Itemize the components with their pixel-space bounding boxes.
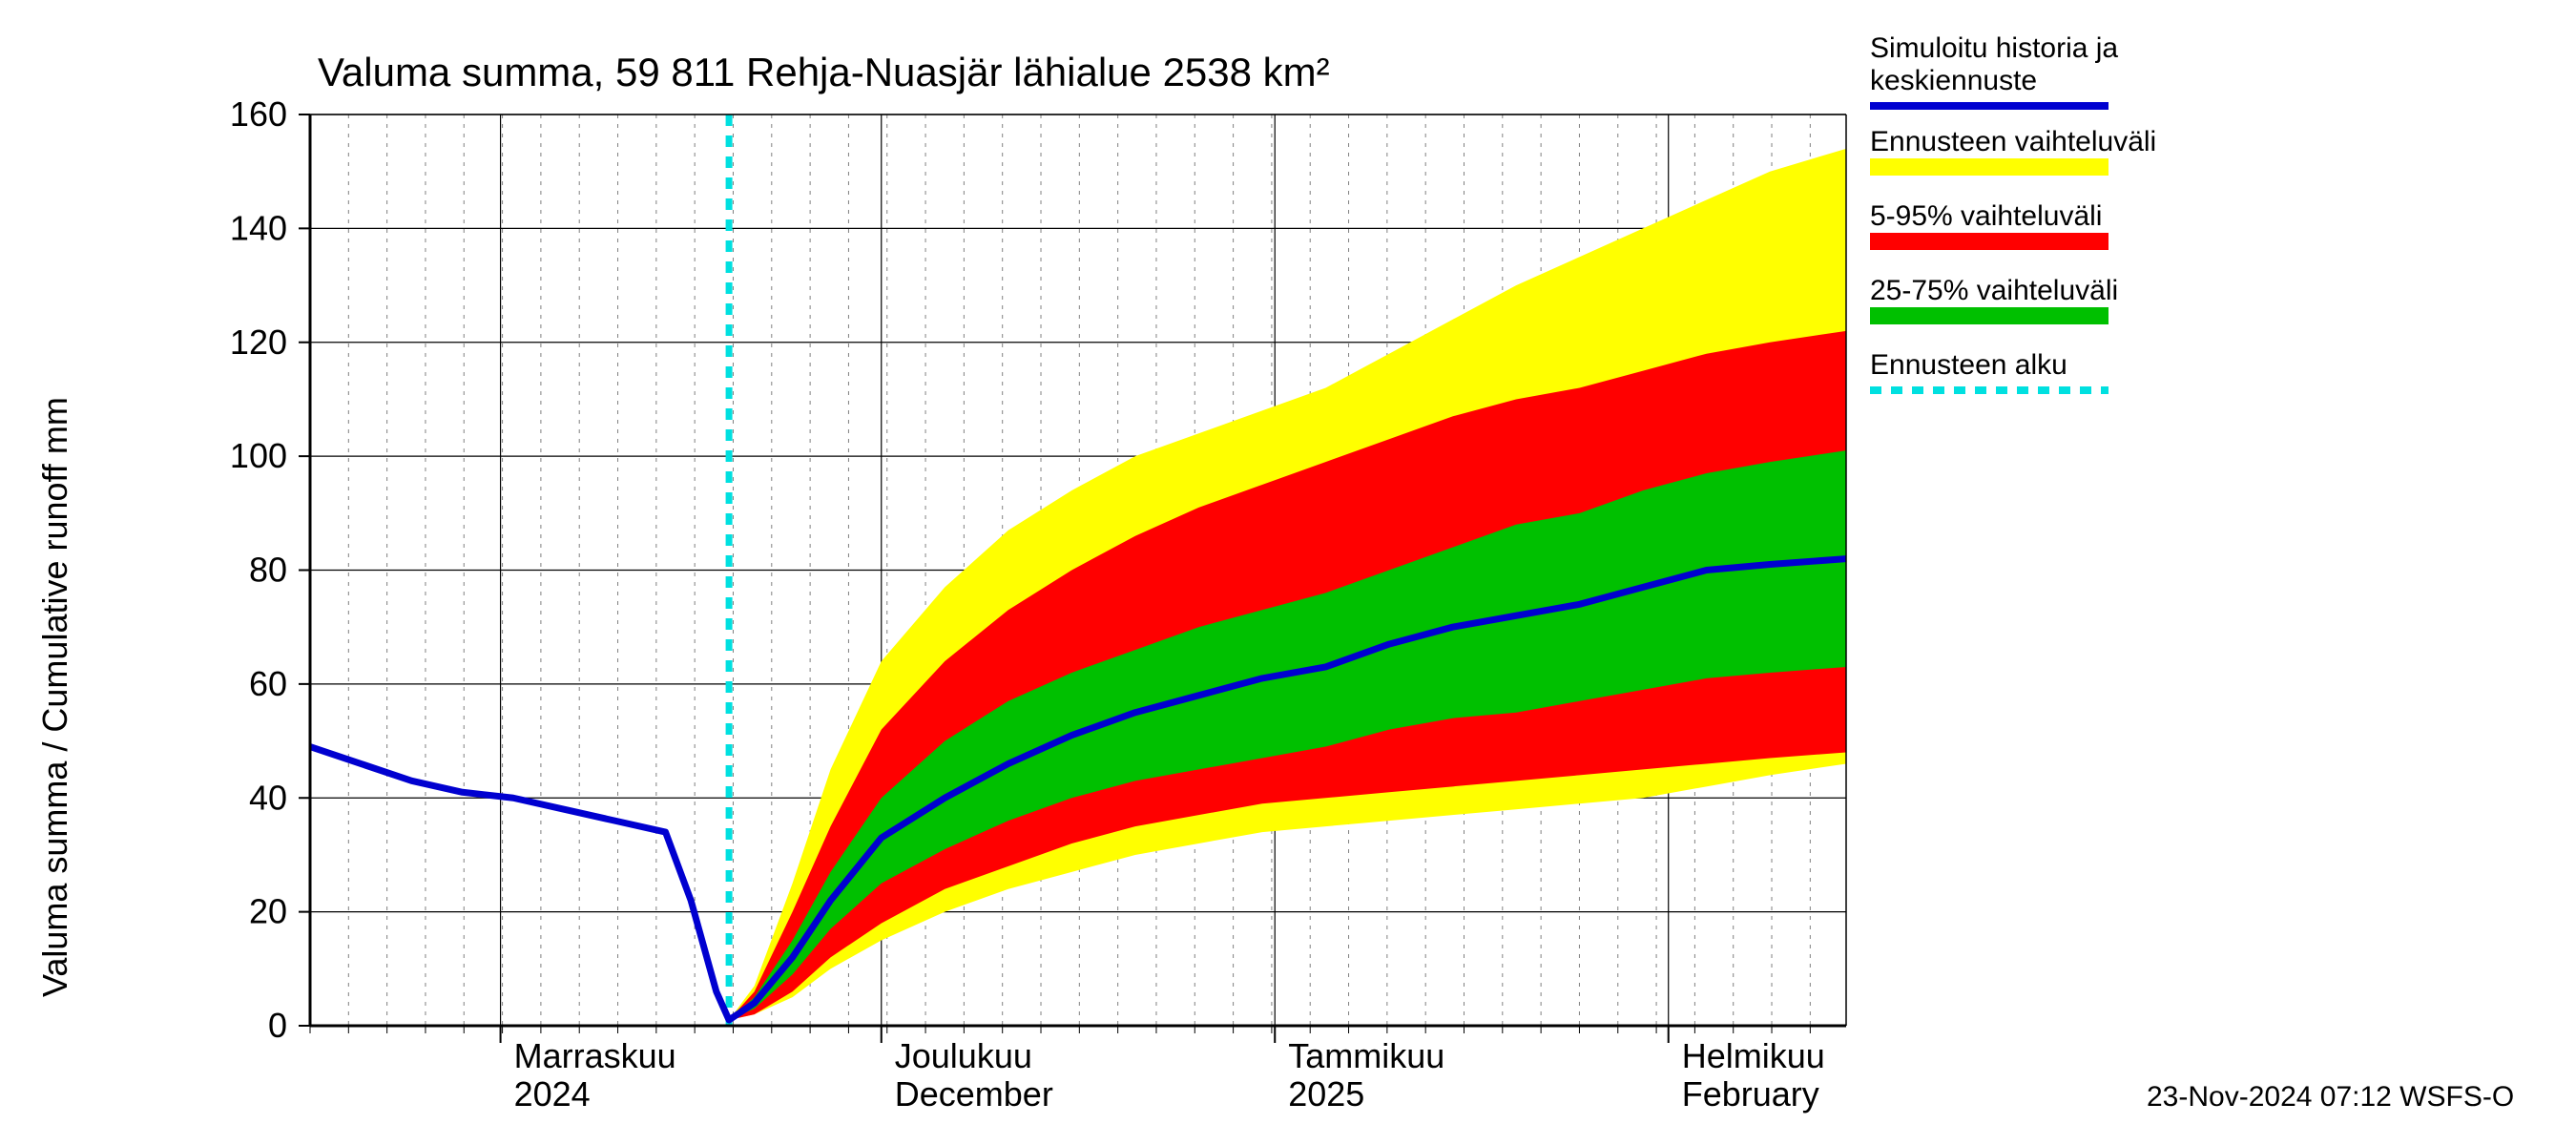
legend-label: Ennusteen vaihteluväli	[1870, 126, 2156, 157]
runoff-chart: 0 20 40 60 80 100 120 140 160 Marraskuu2024 Jouluk…	[0, 0, 2576, 1145]
chart-svg: 0 20 40 60 80 100 120 140 160 Marraskuu2024 Jouluk…	[0, 0, 2576, 1145]
legend-swatch	[1870, 233, 2109, 250]
legend-label: 5-95% vaihteluväli	[1870, 200, 2102, 232]
legend-label: 25-75% vaihteluväli	[1870, 275, 2118, 306]
chart-title: Valuma summa, 59 811 Rehja-Nuasjär lähia…	[318, 50, 1330, 94]
y-tick-label: 80	[249, 551, 287, 590]
y-tick-label: 140	[230, 208, 287, 247]
y-tick-label: 40	[249, 778, 287, 817]
x-tick-label-bottom: December	[895, 1074, 1053, 1114]
chart-footer: 23-Nov-2024 07:12 WSFS-O	[2147, 1081, 2514, 1113]
y-tick-label: 20	[249, 892, 287, 931]
x-tick-label-bottom: 2024	[514, 1074, 591, 1114]
x-tick-label-top: Joulukuu	[895, 1036, 1032, 1075]
x-tick-label-top: Helmikuu	[1682, 1036, 1825, 1075]
y-tick-label: 100	[230, 436, 287, 475]
legend-label: Ennusteen alku	[1870, 349, 2067, 381]
x-tick-label-bottom: 2025	[1288, 1074, 1364, 1114]
legend-swatch	[1870, 158, 2109, 176]
y-tick-label: 60	[249, 664, 287, 703]
x-tick-label-top: Tammikuu	[1288, 1036, 1444, 1075]
y-tick-label: 160	[230, 94, 287, 134]
legend-swatch	[1870, 307, 2109, 324]
y-axis-label: Valuma summa / Cumulative runoff mm	[35, 397, 74, 997]
x-tick-label-top: Marraskuu	[514, 1036, 676, 1075]
y-tick-label: 120	[230, 323, 287, 362]
x-tick-label-bottom: February	[1682, 1074, 1819, 1114]
legend-label: keskiennuste	[1870, 65, 2037, 96]
y-tick-label: 0	[268, 1006, 287, 1045]
legend-label: Simuloitu historia ja	[1870, 32, 2118, 64]
